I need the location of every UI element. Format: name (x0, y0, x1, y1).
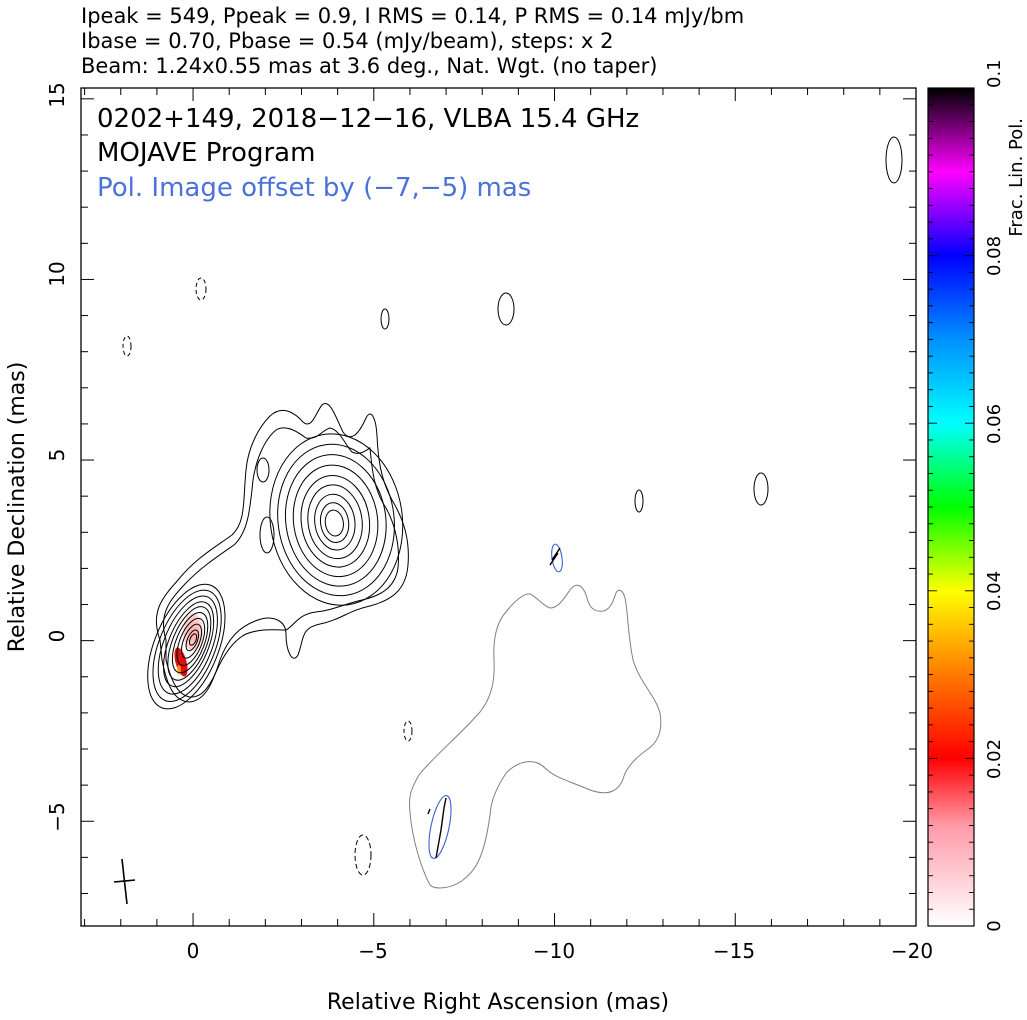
jet-component-contour-1 (277, 443, 395, 597)
colorbar (927, 87, 975, 927)
core-contour-3 (163, 601, 215, 688)
plot-frame (80, 87, 917, 927)
pol-image-contour (409, 584, 662, 889)
core-pol-orange (177, 665, 181, 675)
core-contour-4 (167, 606, 212, 681)
jet-component-contour-6 (314, 493, 356, 551)
header-line-2: Ibase = 0.70, Pbase = 0.54 (mJy/beam), s… (81, 29, 613, 53)
core-pol-red (174, 647, 188, 677)
header-line-1: Ipeak = 549, Ppeak = 0.9, I RMS = 0.14, … (81, 4, 744, 28)
core-contour-2 (157, 595, 218, 695)
program-annotation: MOJAVE Program (97, 138, 315, 168)
colorbar-ticks (928, 87, 974, 927)
jet-component-contour-8 (324, 509, 344, 537)
beam-cross (113, 858, 136, 905)
core-contour-8 (185, 629, 200, 652)
x-tick-label-1: −5 (358, 939, 387, 963)
axis-ticks (81, 88, 917, 926)
y-axis-label: Relative Declination (mas) (5, 362, 30, 653)
x-tick-label-3: −15 (713, 939, 755, 963)
core-contour-0 (147, 583, 226, 710)
core-contour-9 (188, 633, 198, 646)
core-pol-fill (183, 613, 203, 651)
y-tick-label-1: 0 (45, 630, 69, 643)
knot-contour-inner (256, 457, 270, 483)
core-contour-5 (171, 612, 209, 674)
header-line-3: Beam: 1.24x0.55 mas at 3.6 deg., Nat. Wg… (81, 54, 657, 78)
y-tick-label-2: 5 (45, 449, 69, 462)
jet-component-contour-3 (292, 464, 379, 578)
pol-offset-annotation: Pol. Image offset by (−7,−5) mas (97, 173, 531, 203)
colorbar-tick-0: 0 (984, 920, 1005, 931)
y-tick-label-0: −5 (45, 802, 69, 831)
core-contour-7 (181, 623, 203, 659)
jet-component-contour-7 (319, 502, 350, 544)
x-tick-label-0: 0 (187, 939, 200, 963)
y-tick-label-4: 15 (45, 82, 69, 107)
intensity-contour-outer-0 (155, 403, 409, 703)
intensity-contour-outer-1 (162, 427, 399, 698)
core-contour-1 (152, 589, 222, 702)
jet-component-contour-2 (284, 454, 387, 587)
x-tick-label-2: −10 (533, 939, 575, 963)
colorbar-tick-2: 0.04 (984, 571, 1005, 611)
pol-blue-contour-main (428, 795, 452, 859)
source-annotation: 0202+149, 2018−12−16, VLBA 15.4 GHz (97, 104, 639, 134)
jet-component-contour-5 (307, 484, 363, 560)
total-intensity-contours (147, 403, 409, 710)
colorbar-tick-1: 0.02 (984, 739, 1005, 779)
evpa-vectors (427, 547, 561, 859)
core-contour-6 (176, 617, 206, 666)
colorbar-tick-5: 0.1 (984, 59, 1005, 88)
colorbar-tick-4: 0.08 (984, 236, 1005, 276)
jet-component-contour-0 (269, 433, 404, 606)
knot-contour-outer (259, 516, 275, 554)
colorbar-tick-3: 0.06 (984, 404, 1005, 444)
colorbar-label: Frac. Lin. Pol. (1006, 118, 1027, 237)
x-axis-label: Relative Right Ascension (mas) (327, 990, 669, 1015)
pol-blue-contour-small (551, 543, 563, 573)
x-tick-label-4: −20 (891, 939, 933, 963)
noise-islands (122, 136, 903, 876)
y-tick-label-3: 10 (45, 261, 69, 286)
jet-component-contour-4 (300, 474, 371, 568)
